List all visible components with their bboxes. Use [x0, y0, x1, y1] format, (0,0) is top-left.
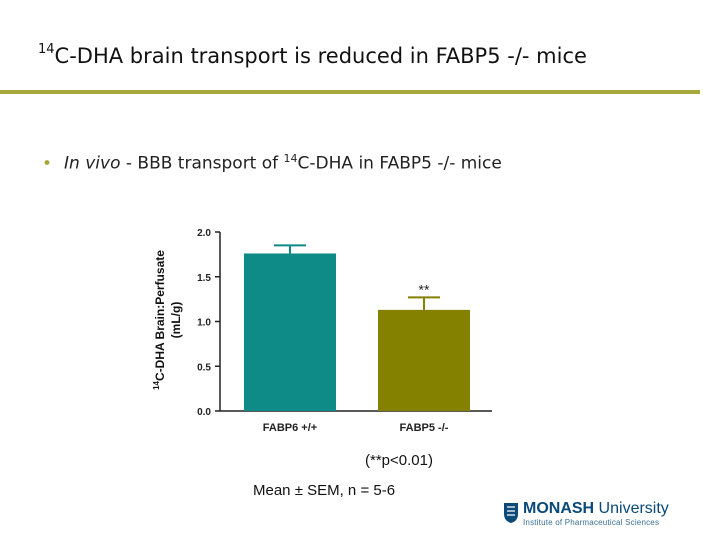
- y-tick-label: 0.0: [197, 407, 211, 418]
- bullet-point: • In vivo - BBB transport of 14C-DHA in F…: [42, 152, 502, 174]
- x-tick-label: FABP5 -/-: [400, 422, 449, 434]
- bullet-italic-text: In vivo: [64, 153, 121, 174]
- slide-title: 14C-DHA brain transport is reduced in FA…: [38, 42, 587, 68]
- logo-name-bold: MONASH: [523, 500, 595, 517]
- x-tick-label: FABP6 +/+: [263, 422, 317, 434]
- monash-shield-icon: [504, 503, 518, 523]
- title-text: C-DHA brain transport is reduced in FABP…: [54, 44, 587, 68]
- bullet-icon: •: [42, 153, 53, 174]
- plot-area: 0.0 0.5 1.0 1.5 2.0 FABP6 +/+ FABP5 -/- **: [197, 228, 492, 434]
- monash-logo: MONASH University Institute of Pharmaceu…: [503, 500, 669, 530]
- y-tick-label: 1.0: [197, 318, 211, 329]
- y-axis-label-line1: 14C-DHA Brain:Perfusate: [152, 250, 167, 390]
- y-tick-label: 0.5: [197, 362, 211, 373]
- bullet-text-pre: - BBB transport of: [120, 153, 284, 174]
- significance-label: **: [419, 281, 430, 297]
- y-axis-label-line2: (mL/g): [169, 302, 183, 339]
- title-divider: [0, 90, 700, 94]
- logo-subtitle: Institute of Pharmaceutical Sciences: [523, 518, 660, 527]
- title-superscript: 14: [38, 42, 55, 57]
- y-axis-label-superscript: 14: [152, 380, 161, 389]
- bar-chart: 14C-DHA Brain:Perfusate (mL/g) 0.0 0.5 1.0…: [152, 228, 492, 434]
- bar: [244, 253, 336, 411]
- y-tick-label: 1.5: [197, 273, 211, 284]
- bullet-text-post: C-DHA in FABP5 -/- mice: [297, 153, 502, 174]
- stats-note: Mean ± SEM, n = 5-6: [253, 482, 396, 499]
- y-axis-label-text: C-DHA Brain:Perfusate: [153, 250, 167, 381]
- y-axis-label: 14C-DHA Brain:Perfusate (mL/g): [152, 250, 183, 390]
- y-tick-label: 2.0: [197, 228, 211, 239]
- bar: [378, 309, 470, 411]
- logo-wordmark: MONASH University: [523, 500, 669, 518]
- logo-name-rest: University: [594, 500, 669, 517]
- bullet-superscript: 14: [283, 152, 298, 165]
- pvalue-note: (**p<0.01): [365, 452, 433, 469]
